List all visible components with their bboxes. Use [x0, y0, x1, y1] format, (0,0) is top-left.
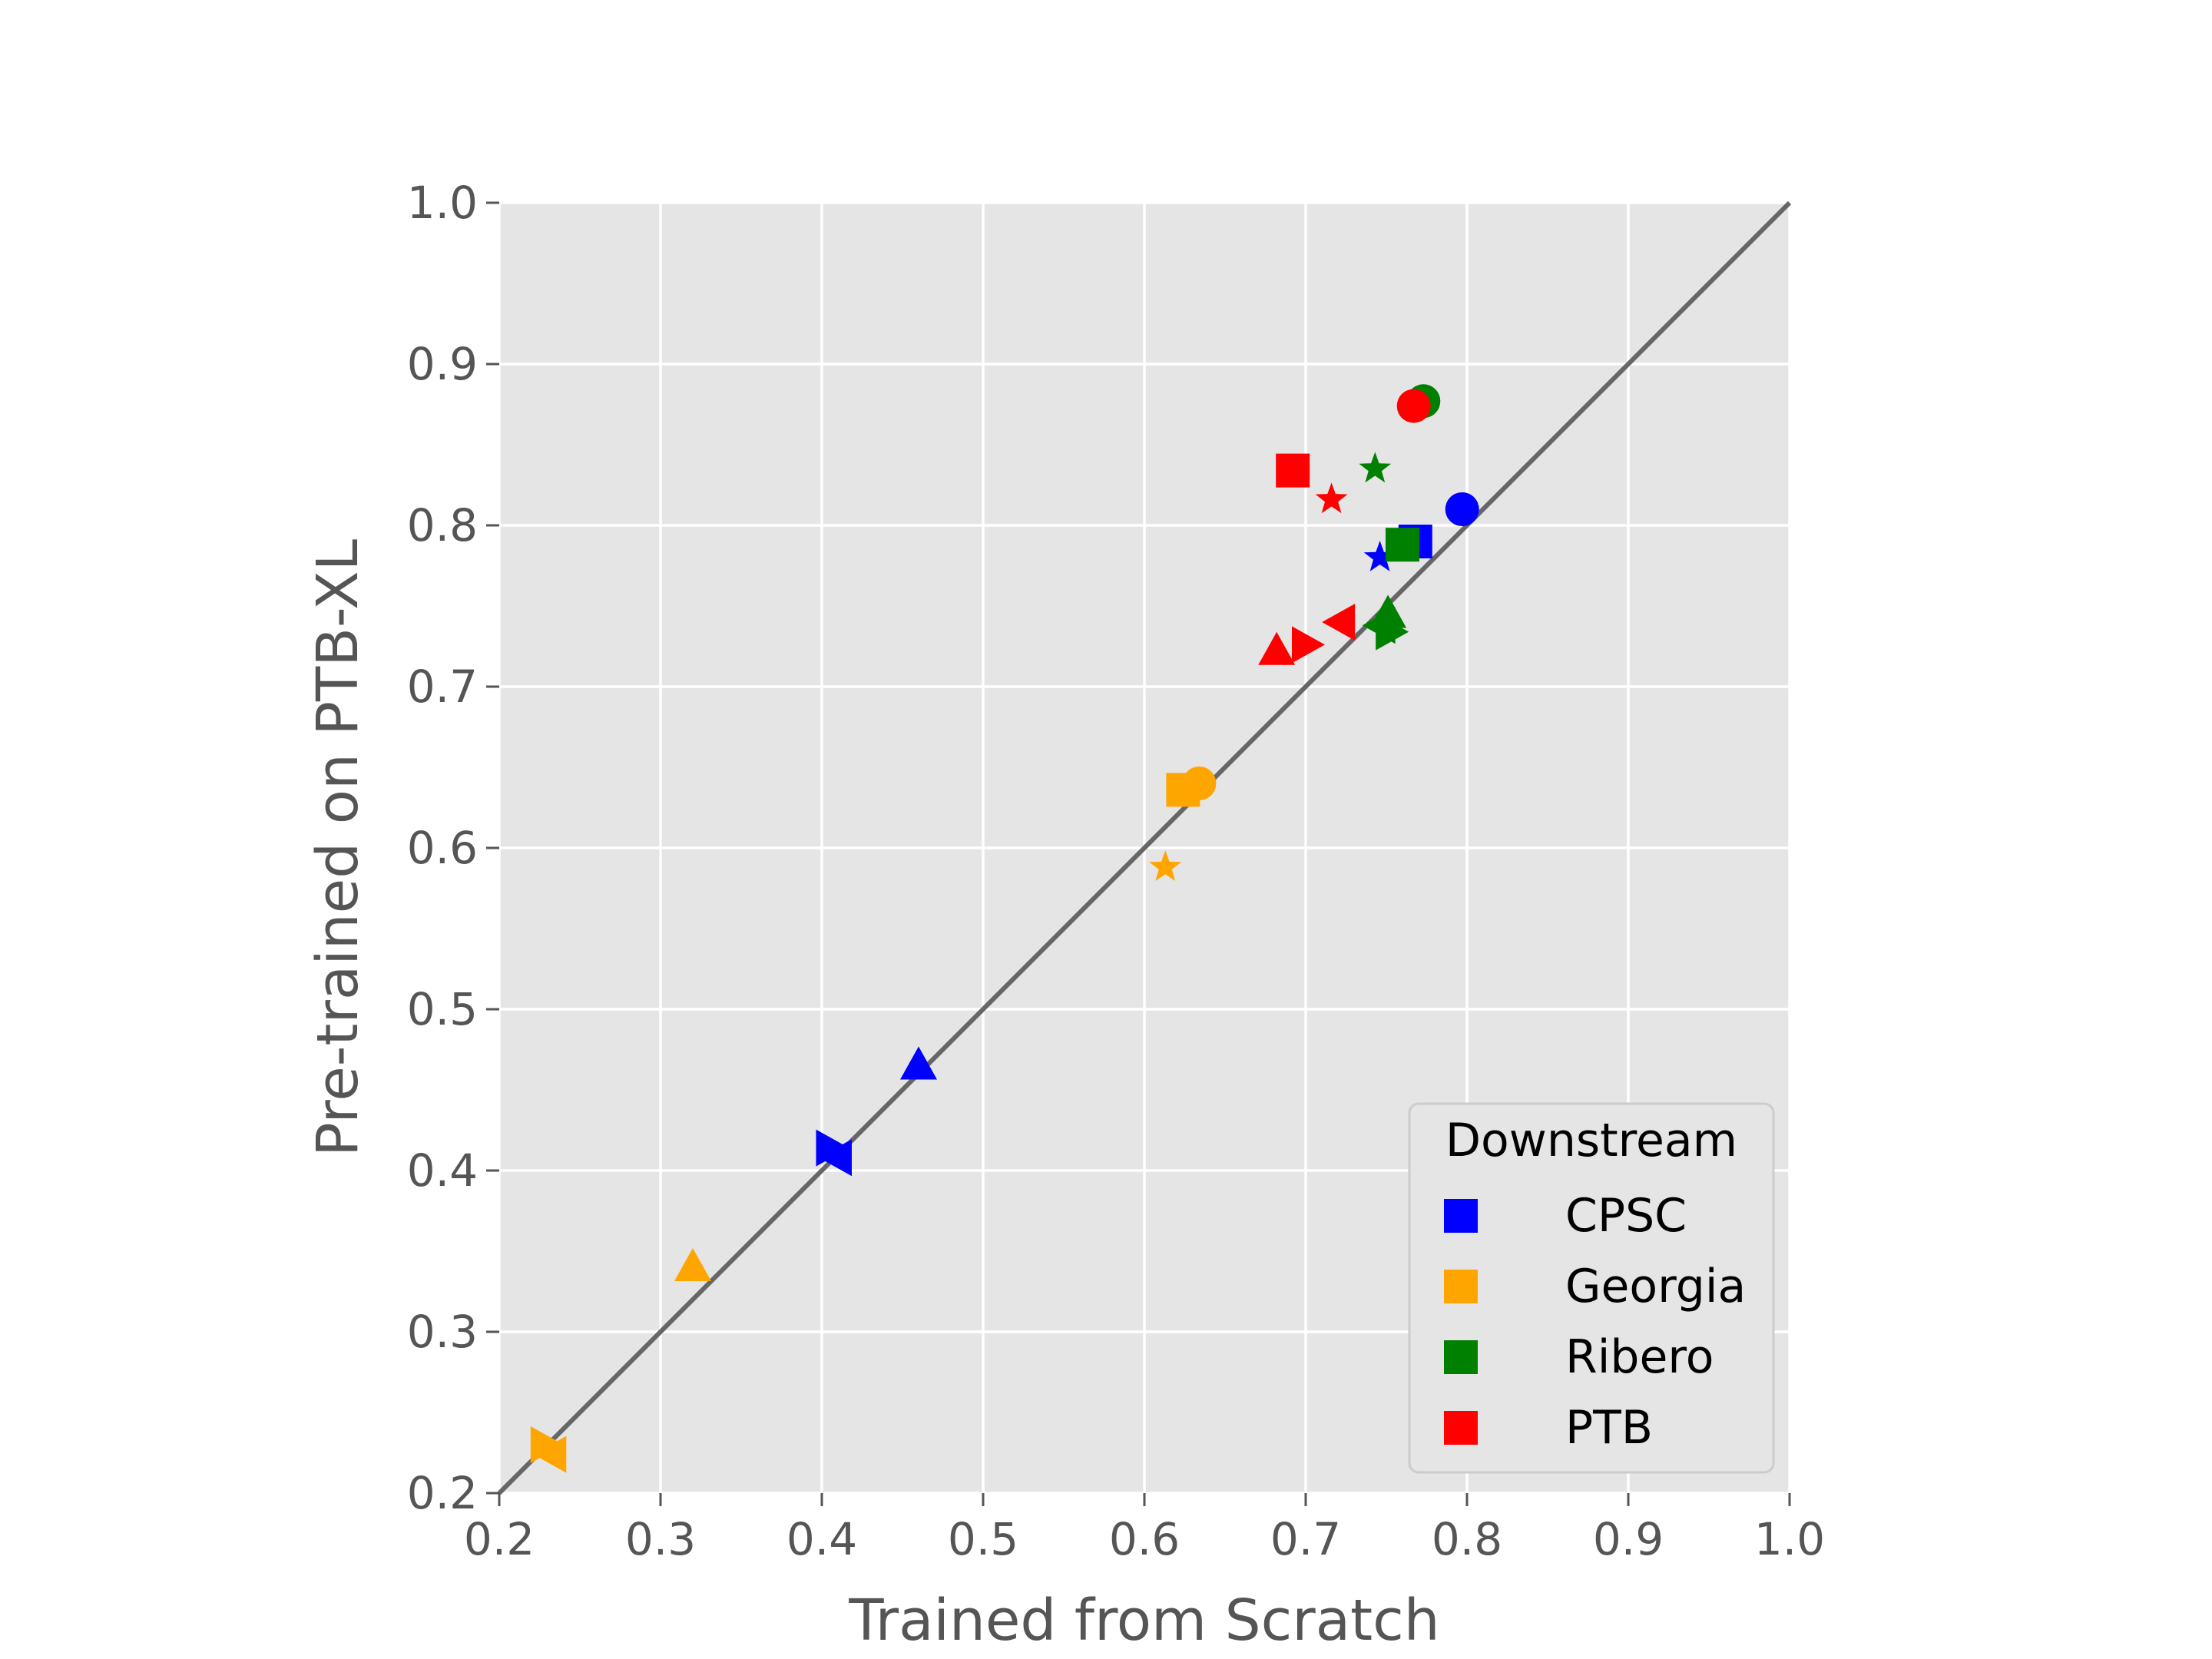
- legend: Downstream CPSC Georgia Ribero PTB: [1408, 1102, 1775, 1474]
- y-tick-label: 0.7: [407, 661, 478, 713]
- cpsc-triangle-left-point: [819, 1139, 852, 1177]
- y-tick-label: 0.4: [407, 1144, 478, 1197]
- y-tick-label: 0.9: [407, 338, 478, 390]
- axis-ticks: 0.2 0.3 0.4 0.5 0.6 0.7 0.8 0.9 1.0 0.2 0.3 0.4 0.5 0…: [407, 177, 1825, 1565]
- x-tick-label: 0.8: [1432, 1513, 1502, 1565]
- cpsc-circle-point: [1445, 492, 1479, 526]
- legend-swatch: [1444, 1340, 1478, 1374]
- legend-swatch: [1444, 1411, 1478, 1445]
- ptb-square-point: [1276, 453, 1310, 488]
- y-tick-label: 0.2: [407, 1467, 478, 1519]
- legend-swatch: [1444, 1199, 1478, 1233]
- x-tick-label: 1.0: [1754, 1513, 1825, 1565]
- x-tick-label: 0.5: [948, 1513, 1018, 1565]
- x-tick-label: 0.3: [625, 1513, 696, 1565]
- data-points: [530, 384, 1479, 1473]
- legend-label: Ribero: [1565, 1330, 1714, 1384]
- x-tick-label: 0.7: [1270, 1513, 1341, 1565]
- georgia-star-point: [1149, 850, 1182, 881]
- legend-title: Downstream: [1445, 1114, 1737, 1167]
- georgia-triangle-up-point: [674, 1248, 711, 1281]
- y-tick-label: 0.8: [407, 499, 478, 551]
- legend-label: Georgia: [1565, 1260, 1746, 1313]
- ptb-triangle-left-point: [1322, 604, 1356, 641]
- legend-swatch: [1444, 1270, 1478, 1303]
- ribero-star-point: [1359, 452, 1392, 483]
- cpsc-triangle-up-point: [900, 1046, 937, 1080]
- reference-diagonal: [497, 200, 1792, 1495]
- ptb-triangle-up-point: [1258, 631, 1296, 665]
- georgia-triangle-left-point: [533, 1435, 567, 1473]
- ribero-triangle-right-point: [1376, 613, 1409, 651]
- ribero-square-point: [1386, 528, 1419, 562]
- cpsc-star-point: [1363, 541, 1396, 571]
- ptb-star-point: [1315, 482, 1348, 514]
- legend-label: CPSC: [1565, 1189, 1687, 1243]
- legend-box: [1408, 1102, 1775, 1474]
- y-axis-title: Pre-trained on PTB-XL: [305, 539, 371, 1157]
- diagonal-line: [497, 200, 1792, 1495]
- x-tick-label: 0.6: [1109, 1513, 1180, 1565]
- x-tick-label: 0.2: [464, 1513, 535, 1565]
- y-tick-label: 1.0: [407, 177, 478, 229]
- ptb-circle-point: [1396, 389, 1431, 423]
- y-tick-label: 0.6: [407, 822, 478, 874]
- y-tick-label: 0.5: [407, 983, 478, 1035]
- ptb-triangle-right-point: [1292, 626, 1325, 664]
- georgia-square-point: [1166, 773, 1200, 807]
- y-tick-label: 0.3: [407, 1306, 478, 1358]
- x-tick-label: 0.9: [1593, 1513, 1664, 1565]
- legend-label: PTB: [1565, 1401, 1653, 1455]
- x-tick-label: 0.4: [786, 1513, 857, 1565]
- x-axis-title: Trained from Scratch: [848, 1588, 1439, 1654]
